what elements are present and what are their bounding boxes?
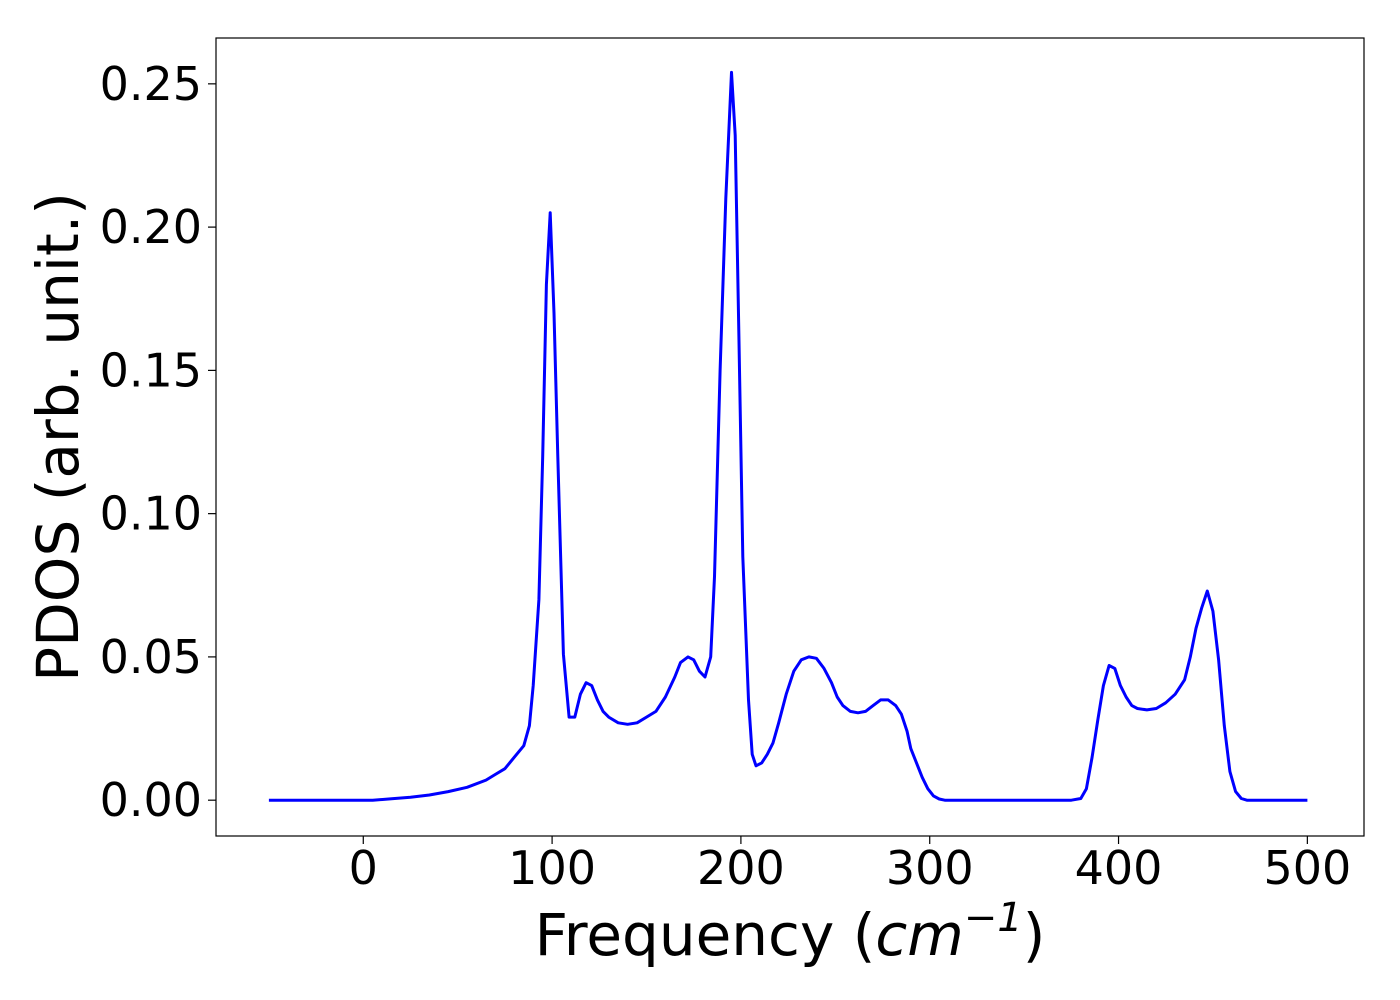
pdos-series-line	[268, 70, 1308, 802]
y-tick-label: 0.25	[100, 57, 202, 111]
x-tick-label: 100	[508, 841, 596, 895]
x-tick-label: 0	[349, 841, 378, 895]
x-tick-label: 500	[1263, 841, 1351, 895]
y-tick-label: 0.00	[100, 773, 202, 827]
y-tick-label: 0.10	[100, 487, 202, 541]
x-axis-label-unit: cm	[875, 901, 963, 969]
x-axis-ticks: 0 100 200 300 400 500	[349, 836, 1351, 895]
x-tick-label: 300	[886, 841, 974, 895]
y-axis-label: PDOS (arb. unit.)	[24, 192, 92, 682]
y-tick-label: 0.05	[100, 630, 202, 684]
x-axis-label-open-paren: (	[834, 901, 875, 969]
x-axis-label-unit-exponent: −1	[964, 895, 1023, 941]
x-axis-label-text: Frequency	[535, 901, 835, 969]
y-tick-label: 0.15	[100, 343, 202, 397]
x-tick-label: 200	[697, 841, 785, 895]
x-axis-label: Frequency (cm−1)	[535, 895, 1046, 969]
plot-frame	[215, 37, 1365, 837]
y-axis-ticks: 0.00 0.05 0.10 0.15 0.20 0.25	[100, 57, 216, 827]
x-tick-label: 400	[1075, 841, 1163, 895]
x-axis-label-close-paren: )	[1023, 901, 1046, 969]
y-tick-label: 0.20	[100, 200, 202, 254]
